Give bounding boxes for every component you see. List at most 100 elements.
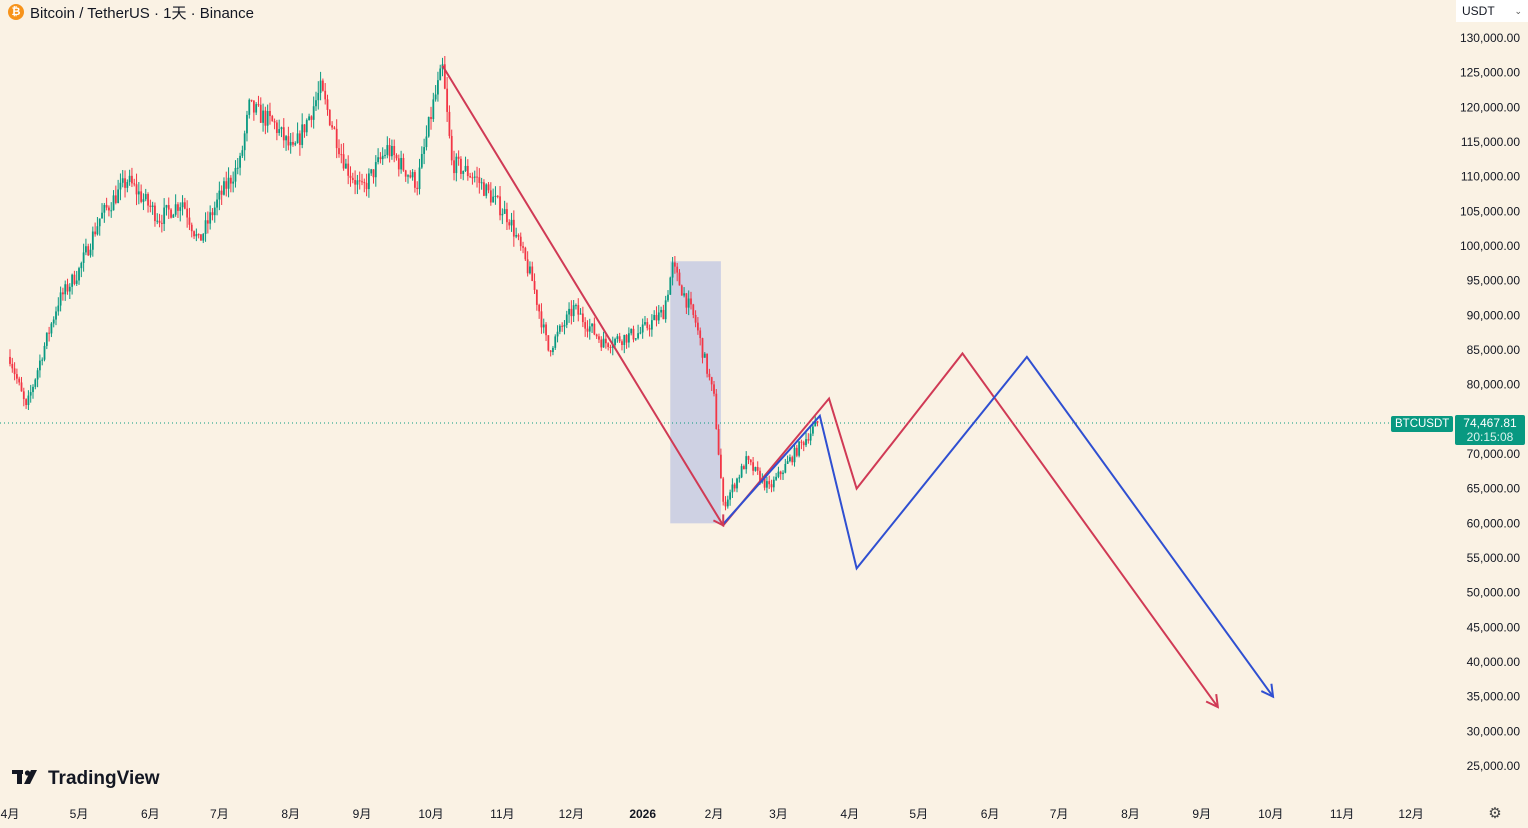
candle-body bbox=[43, 345, 46, 360]
candle-body bbox=[492, 196, 495, 203]
candle-body bbox=[32, 386, 34, 393]
candle-body bbox=[650, 320, 653, 330]
candle-body bbox=[59, 292, 62, 306]
candle-body bbox=[137, 191, 140, 195]
candle-body bbox=[114, 195, 117, 203]
candle-body bbox=[29, 392, 32, 396]
x-tick-label: 9月 bbox=[353, 807, 372, 821]
candle-body bbox=[225, 181, 228, 189]
candle-body bbox=[301, 124, 304, 145]
currency-select[interactable]: USDT ⌄ bbox=[1456, 0, 1528, 22]
candle-body bbox=[473, 176, 476, 178]
candle-body bbox=[209, 212, 212, 224]
candle-body bbox=[372, 169, 375, 178]
candle-body bbox=[483, 182, 485, 196]
candle-body bbox=[763, 477, 766, 488]
candle-body bbox=[782, 472, 784, 475]
candle-body bbox=[779, 471, 782, 475]
candle-body bbox=[321, 80, 324, 91]
candle-body bbox=[749, 459, 752, 463]
candle-body bbox=[784, 463, 787, 473]
candle-body bbox=[554, 336, 557, 348]
candle-body bbox=[736, 478, 738, 489]
candle-body bbox=[722, 478, 725, 502]
candle-body bbox=[163, 207, 166, 224]
settings-gear-icon[interactable]: ⚙ bbox=[1488, 805, 1502, 822]
candle-body bbox=[644, 322, 646, 325]
candle-body bbox=[48, 332, 51, 334]
candle-body bbox=[625, 334, 628, 343]
candle-body bbox=[703, 353, 706, 358]
candle-body bbox=[287, 136, 290, 146]
x-tick-label: 4月 bbox=[840, 807, 859, 821]
candle-body bbox=[708, 373, 711, 378]
candle-body bbox=[501, 213, 504, 216]
candle-body bbox=[453, 160, 455, 174]
candle-body bbox=[655, 314, 658, 321]
candle-body bbox=[62, 292, 64, 295]
candle-body bbox=[340, 154, 343, 156]
candle-body bbox=[232, 181, 235, 184]
candle-body bbox=[317, 92, 320, 101]
candle-body bbox=[101, 212, 103, 219]
candle-body bbox=[257, 104, 260, 106]
candle-body bbox=[604, 338, 607, 344]
candle-body bbox=[802, 442, 805, 446]
candle-body bbox=[733, 484, 736, 489]
candle-body bbox=[720, 454, 722, 479]
candle-body bbox=[349, 175, 352, 178]
candle-body bbox=[623, 334, 626, 345]
candle-body bbox=[687, 298, 690, 308]
candle-body bbox=[319, 80, 322, 93]
candle-body bbox=[584, 322, 587, 329]
candle-body bbox=[676, 266, 679, 273]
candle-body bbox=[68, 286, 71, 292]
y-tick-label: 85,000.00 bbox=[1467, 343, 1521, 357]
candle-body bbox=[522, 246, 524, 248]
candle-body bbox=[294, 143, 297, 145]
candle-body bbox=[526, 259, 529, 274]
candle-body bbox=[696, 322, 699, 331]
candle-body bbox=[135, 184, 138, 195]
candle-body bbox=[414, 172, 416, 188]
y-tick-label: 105,000.00 bbox=[1460, 204, 1520, 218]
candle-body bbox=[206, 220, 209, 224]
candle-body bbox=[82, 252, 85, 263]
candle-body bbox=[160, 222, 163, 224]
candle-body bbox=[581, 313, 584, 323]
x-tick-label: 11月 bbox=[490, 807, 514, 821]
candle-body bbox=[430, 116, 432, 120]
candle-body bbox=[770, 484, 773, 488]
candle-body bbox=[66, 284, 69, 292]
candle-body bbox=[386, 145, 389, 155]
candle-body bbox=[715, 393, 718, 430]
candle-body bbox=[344, 163, 347, 169]
candle-body bbox=[190, 224, 193, 232]
candle-body bbox=[374, 162, 377, 178]
candle-body bbox=[618, 336, 621, 342]
candle-body bbox=[342, 154, 345, 169]
candle-body bbox=[278, 129, 281, 133]
candle-body bbox=[694, 314, 697, 323]
candle-body bbox=[816, 421, 819, 423]
y-tick-label: 90,000.00 bbox=[1467, 308, 1521, 322]
candle-body bbox=[356, 180, 359, 185]
y-tick-label: 25,000.00 bbox=[1467, 759, 1521, 773]
y-tick-label: 80,000.00 bbox=[1467, 378, 1521, 392]
candle-body bbox=[377, 157, 380, 163]
candle-body bbox=[170, 209, 172, 218]
symbol-header[interactable]: ₿ Bitcoin / TetherUS · 1天 · Binance bbox=[8, 2, 254, 22]
x-tick-label: 10月 bbox=[418, 807, 443, 821]
candle-body bbox=[416, 187, 419, 190]
candle-body bbox=[11, 363, 14, 369]
candle-body bbox=[648, 328, 651, 330]
candle-body bbox=[165, 205, 168, 208]
candle-body bbox=[172, 214, 175, 218]
candle-body bbox=[388, 145, 391, 157]
candle-body bbox=[133, 183, 136, 185]
candle-body bbox=[241, 150, 244, 156]
candle-body bbox=[411, 172, 414, 178]
tradingview-logo[interactable]: TradingView bbox=[12, 768, 160, 790]
blue-projection-line bbox=[722, 355, 1274, 698]
